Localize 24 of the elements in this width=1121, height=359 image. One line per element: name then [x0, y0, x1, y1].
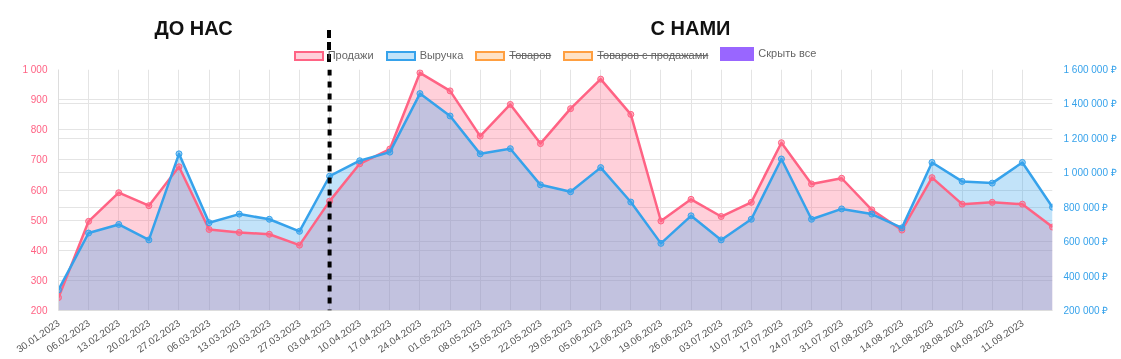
y-tick-label: 700 — [30, 154, 48, 166]
y-tick-label: 200 — [30, 305, 48, 316]
text: ДО НАС — [153, 16, 234, 41]
legend-label: Товаров — [509, 48, 552, 63]
y2-tick-label: 800 000 ₽ — [1063, 201, 1109, 213]
legend-label: Выручка — [419, 48, 464, 63]
y-tick-label: 800 — [30, 124, 48, 136]
y-tick-label: 300 — [30, 274, 48, 286]
legend-label: Продажи — [327, 48, 374, 63]
y2-tick-label: 400 000 ₽ — [1063, 270, 1109, 282]
y-tick-label: 400 — [30, 244, 48, 256]
legend-label: Товаров с продажами — [597, 48, 709, 63]
y-tick-label: 900 — [30, 94, 48, 106]
y2-tick-label: 200 000 ₽ — [1063, 305, 1109, 316]
text: Скрыть все — [758, 46, 817, 61]
y2-tick-label: 1 000 000 ₽ — [1063, 167, 1117, 179]
y-tick-label: 1 000 — [22, 64, 48, 75]
y-tick-label: 500 — [30, 214, 48, 226]
text: С НАМИ — [649, 16, 732, 41]
y2-tick-label: 600 000 ₽ — [1063, 236, 1109, 248]
y2-tick-label: 1 400 000 ₽ — [1063, 98, 1117, 110]
y2-tick-label: 1 600 000 ₽ — [1063, 64, 1117, 75]
y-tick-label: 600 — [30, 184, 48, 196]
y2-tick-label: 1 200 000 ₽ — [1063, 132, 1117, 144]
